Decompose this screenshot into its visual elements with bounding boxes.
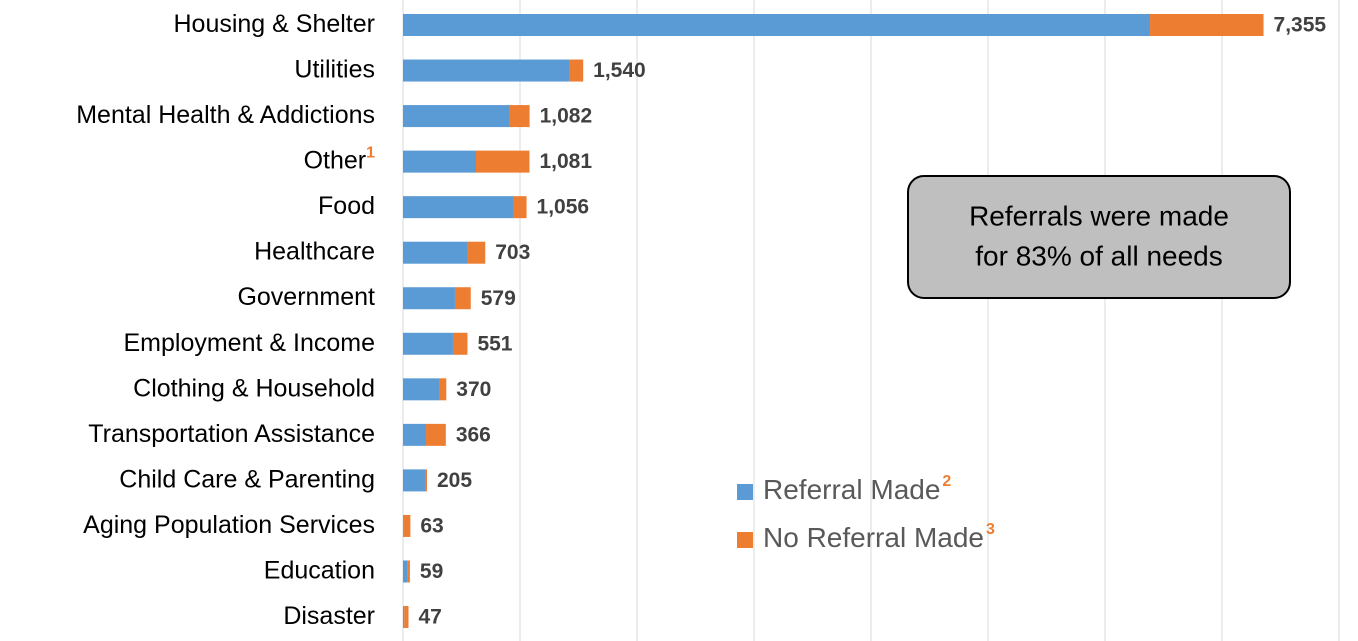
value-label: 579 [481, 287, 516, 310]
bar-segment [403, 196, 513, 219]
footnote-mark: 3 [986, 521, 995, 538]
bar-segment [403, 378, 440, 401]
category-label: Aging Population Services [83, 511, 375, 539]
bar-segment [403, 606, 405, 629]
bar-segment [403, 514, 404, 537]
category-text: Mental Health & Addictions [76, 101, 375, 129]
category-text: Aging Population Services [83, 511, 375, 539]
category-text: Transportation Assistance [88, 419, 375, 447]
bar-segment [509, 105, 530, 128]
category-label: Education [264, 556, 375, 584]
bar-segment [403, 150, 477, 173]
bar-segment [439, 378, 447, 401]
value-label: 551 [477, 332, 512, 355]
category-text: Government [237, 283, 375, 311]
bar-segment [403, 105, 510, 128]
category-label: Employment & Income [124, 328, 376, 356]
category-text: Clothing & Household [133, 374, 375, 402]
category-text: Education [264, 556, 375, 584]
value-label: 370 [456, 378, 491, 401]
category-label: Clothing & Household [133, 374, 375, 402]
category-label: Other1 [304, 145, 376, 174]
annotation-text: for 83% of all needs [975, 240, 1223, 271]
bar-segment [404, 606, 409, 629]
bar-segment [466, 241, 486, 264]
bar-segment [454, 287, 471, 310]
legend-label: No Referral Made 3 [763, 521, 995, 553]
category-label: Housing & Shelter [173, 10, 375, 38]
legend-label: Referral Made 2 [763, 473, 951, 505]
category-text: Child Care & Parenting [119, 465, 375, 493]
category-label: Disaster [283, 602, 375, 630]
bar-segment [403, 332, 453, 355]
bar-segment [403, 423, 427, 446]
category-text: Food [318, 192, 375, 220]
bar-segment [403, 241, 467, 264]
category-label: Government [237, 283, 375, 311]
annotation-box [907, 175, 1291, 299]
category-text: Utilities [294, 55, 375, 83]
category-label: Food [318, 192, 375, 220]
value-label: 63 [420, 514, 443, 537]
bar-segment [407, 560, 410, 583]
value-label: 1,540 [593, 59, 646, 82]
footnote-mark: 1 [366, 145, 375, 162]
category-text: Employment & Income [124, 328, 376, 356]
value-label: 7,355 [1274, 14, 1327, 37]
bar-segment [403, 514, 411, 537]
bar-segment [512, 196, 527, 219]
value-label: 703 [495, 241, 530, 264]
category-label: Child Care & Parenting [119, 465, 375, 493]
footnote-mark: 2 [942, 473, 951, 490]
bar-segment [426, 423, 446, 446]
legend-text: Referral Made [763, 474, 940, 505]
annotation-text: Referrals were made [969, 200, 1229, 231]
category-label: Utilities [294, 55, 375, 83]
value-label: 1,081 [539, 150, 592, 173]
bar-segment [1150, 14, 1264, 36]
bar-segment [569, 59, 584, 82]
category-text: Healthcare [254, 237, 375, 265]
bar-segment [403, 14, 1151, 36]
category-text: Housing & Shelter [173, 10, 375, 38]
category-text: Disaster [283, 602, 375, 630]
category-text: Other [304, 146, 367, 174]
bar-segment [424, 469, 427, 492]
value-label: 59 [420, 560, 443, 583]
bar-segment [403, 59, 570, 82]
category-label: Healthcare [254, 237, 375, 265]
bar-segment [452, 332, 468, 355]
category-label: Transportation Assistance [88, 419, 375, 447]
bar-segment [403, 287, 455, 310]
legend-swatch [737, 532, 753, 548]
value-label: 366 [456, 423, 491, 446]
category-label: Mental Health & Addictions [76, 101, 375, 129]
legend-text: No Referral Made [763, 522, 984, 553]
value-label: 1,082 [540, 105, 593, 128]
bar-segment [403, 560, 408, 583]
value-label: 47 [418, 606, 441, 629]
bar-segment [403, 469, 425, 492]
value-label: 1,056 [537, 196, 590, 219]
bar-segment [476, 150, 530, 173]
value-label: 205 [437, 469, 472, 492]
legend-swatch [737, 484, 753, 500]
